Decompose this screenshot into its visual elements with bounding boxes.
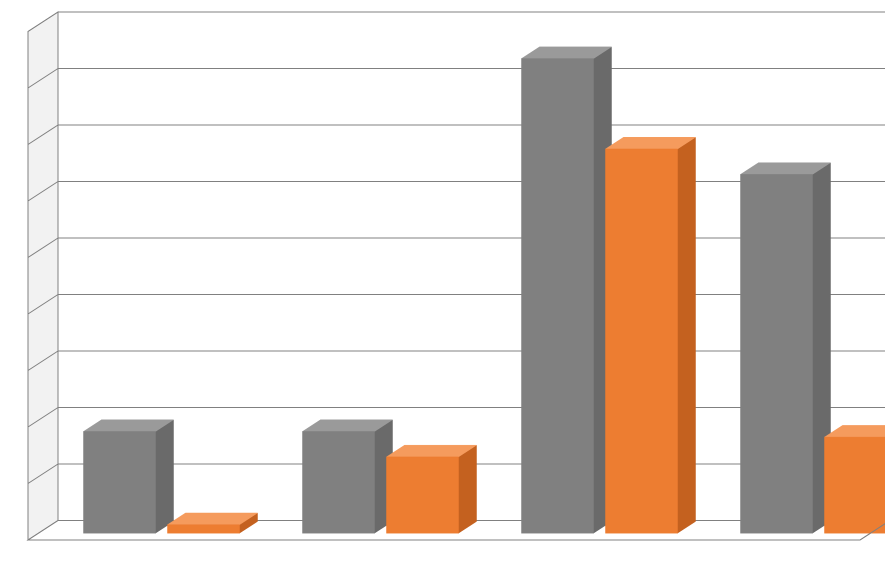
chart-svg: [0, 0, 885, 571]
bar-chart: [0, 0, 885, 571]
